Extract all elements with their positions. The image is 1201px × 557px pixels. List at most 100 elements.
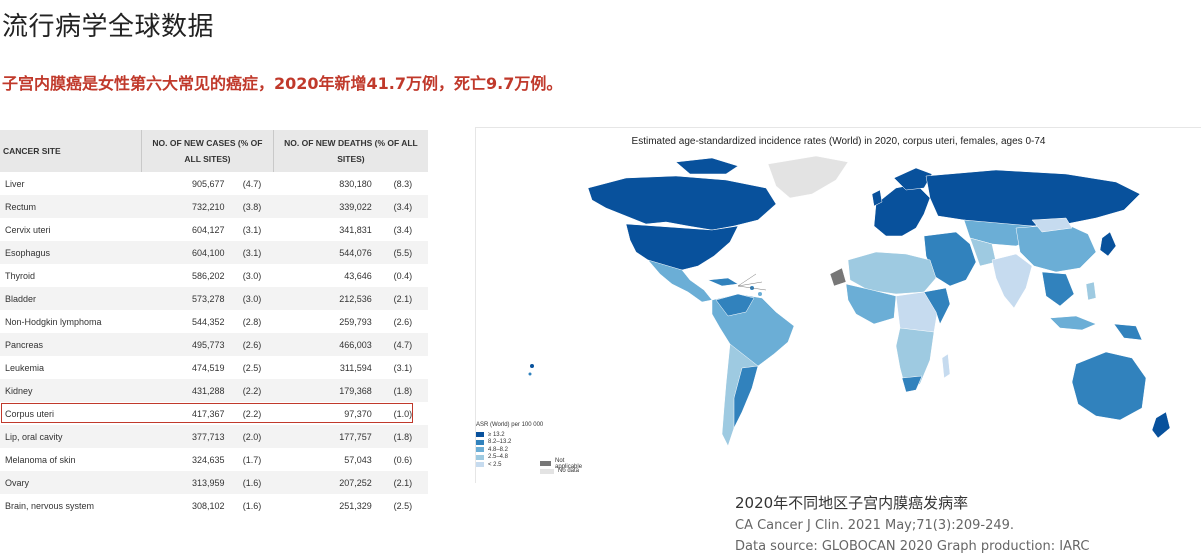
header-new-cases: NO. OF NEW CASES (% OF ALL SITES) xyxy=(141,130,274,172)
region-uk xyxy=(871,189,883,207)
region-argentina xyxy=(733,365,759,429)
cell-cancer-site: Melanoma of skin xyxy=(5,454,76,465)
cell-new-deaths: 830,180 xyxy=(339,178,372,189)
cell-new-deaths-pct: (8.3) xyxy=(393,178,413,189)
legend-label: ≥ 13.2 xyxy=(488,431,505,438)
region-new-zealand xyxy=(1151,411,1171,439)
region-usa xyxy=(625,223,739,271)
cell-new-cases-pct: (1.7) xyxy=(242,454,262,465)
legend-label: 4.8–8.2 xyxy=(488,446,509,453)
cell-new-cases: 417,367 xyxy=(192,408,225,419)
cell-new-cases-pct: (1.6) xyxy=(230,471,274,494)
cell-new-cases: 604,127 xyxy=(192,224,225,235)
cell-new-deaths-pct: (4.7) xyxy=(377,333,428,356)
caption-source: Data source: GLOBOCAN 2020 Graph product… xyxy=(735,539,1090,554)
caption-title: 2020年不同地区子宫内膜癌发病率 xyxy=(735,494,969,512)
region-europe xyxy=(873,183,931,237)
table-row: Liver 905,677 (4.7) 830,180 (8.3) xyxy=(0,172,428,195)
legend-item: 2.5–4.8 xyxy=(476,454,543,462)
cell-new-deaths: 179,368 xyxy=(273,379,378,402)
cell-new-cases-pct: (4.7) xyxy=(242,178,262,189)
cell-new-cases: 905,677 xyxy=(192,178,225,189)
cell-new-cases-pct: (3.1) xyxy=(242,224,262,235)
cell-new-cases: 474,519 xyxy=(192,362,225,373)
cell-new-deaths-pct: (5.5) xyxy=(377,241,428,264)
page-title: 流行病学全球数据 xyxy=(2,12,215,42)
cell-new-cases: 313,959 xyxy=(141,471,231,494)
cell-new-cases: 604,100 xyxy=(141,241,231,264)
world-map xyxy=(528,155,1171,447)
region-mexico xyxy=(647,259,713,303)
cell-new-deaths-pct: (1.8) xyxy=(377,379,428,402)
cell-new-deaths-pct: (3.1) xyxy=(393,362,413,373)
cell-new-deaths-pct: (2.5) xyxy=(393,500,413,511)
cell-new-deaths-pct: (1.0) xyxy=(393,408,413,419)
cell-cancer-site: Ovary xyxy=(0,471,142,494)
header-new-deaths: NO. OF NEW DEATHS (% OF ALL SITES) xyxy=(272,130,428,172)
cell-new-deaths: 341,831 xyxy=(339,224,372,235)
cell-cancer-site: Esophagus xyxy=(0,241,142,264)
region-indonesia xyxy=(1049,315,1097,331)
cell-cancer-site: Thyroid xyxy=(5,270,36,281)
cell-new-cases: 377,713 xyxy=(141,425,231,448)
cell-new-cases-pct: (2.2) xyxy=(230,379,274,402)
table-row: Esophagus 604,100 (3.1) 544,076 (5.5) xyxy=(0,241,428,264)
region-madagascar xyxy=(941,353,951,379)
region-mongolia xyxy=(1031,217,1073,233)
table-row: Kidney 431,288 (2.2) 179,368 (1.8) xyxy=(0,379,428,402)
cell-new-deaths: 43,646 xyxy=(344,270,372,281)
region-east-africa xyxy=(923,287,951,325)
cell-new-deaths: 251,329 xyxy=(339,500,372,511)
legend-swatch xyxy=(476,432,484,438)
legend-label: No data xyxy=(558,468,580,475)
cell-new-deaths: 466,003 xyxy=(273,333,378,356)
region-greenland xyxy=(767,155,849,199)
table-row: Ovary 313,959 (1.6) 207,252 (2.1) xyxy=(0,471,428,494)
cell-new-cases: 732,210 xyxy=(141,195,231,218)
cell-new-cases-pct: (3.0) xyxy=(230,287,274,310)
cell-cancer-site: Corpus uteri xyxy=(5,408,55,419)
region-caribbean xyxy=(707,277,739,287)
cell-new-deaths: 97,370 xyxy=(344,408,372,419)
cell-new-deaths-pct: (0.4) xyxy=(393,270,413,281)
table-row: Bladder 573,278 (3.0) 212,536 (2.1) xyxy=(0,287,428,310)
cell-new-deaths: 311,594 xyxy=(339,362,372,373)
region-philippines xyxy=(1085,281,1097,301)
table-row: Lip, oral cavity 377,713 (2.0) 177,757 (1.8) xyxy=(0,425,428,448)
legend-label: < 2.5 xyxy=(488,461,502,468)
region-southeast-asia xyxy=(1041,271,1075,307)
legend-swatch xyxy=(540,461,552,467)
cell-new-deaths: 207,252 xyxy=(273,471,378,494)
cell-new-deaths-pct: (2.1) xyxy=(377,287,428,310)
page-subtitle: 子宫内膜癌是女性第六大常见的癌症，2020年新增41.7万例，死亡9.7万例。 xyxy=(2,74,563,93)
table-header-row: CANCER SITE NO. OF NEW CASES (% OF ALL S… xyxy=(0,130,428,172)
cell-new-cases-pct: (2.0) xyxy=(230,425,274,448)
region-korea-japan xyxy=(1099,231,1117,257)
region-venezuela-colombia xyxy=(715,293,755,317)
cell-new-cases-pct: (1.6) xyxy=(242,500,262,511)
table-row: Brain, nervous system 308,102 (1.6) 251,329… xyxy=(0,494,428,517)
region-china xyxy=(1015,223,1097,273)
cell-cancer-site: Cervix uteri xyxy=(5,224,51,235)
region-north-africa xyxy=(847,251,937,295)
legend-label: 2.5–4.8 xyxy=(488,454,509,461)
cell-new-cases: 431,288 xyxy=(141,379,231,402)
region-west-africa xyxy=(845,283,897,325)
cell-new-cases: 586,202 xyxy=(192,270,225,281)
region-canada-alaska xyxy=(587,175,777,231)
region-png xyxy=(1113,323,1143,341)
table-row: Non-Hodgkin lymphoma 544,352 (2.8) 259,793 (… xyxy=(0,310,428,333)
legend-swatch xyxy=(476,462,484,468)
table-row: Pancreas 495,773 (2.6) 466,003 (4.7) xyxy=(0,333,428,356)
cell-new-cases-pct: (2.6) xyxy=(230,333,274,356)
cell-new-cases-pct: (2.5) xyxy=(242,362,262,373)
cell-cancer-site: Brain, nervous system xyxy=(5,500,95,511)
cell-new-deaths: 57,043 xyxy=(344,454,372,465)
header-cancer-site: CANCER SITE xyxy=(0,130,142,172)
cell-new-deaths: 177,757 xyxy=(273,425,378,448)
cell-cancer-site: Pancreas xyxy=(0,333,142,356)
cell-new-deaths: 339,022 xyxy=(273,195,378,218)
caption-citation: CA Cancer J Clin. 2021 May;71(3):209-249… xyxy=(735,518,1015,533)
legend-label: Not applicable xyxy=(555,457,583,470)
region-india xyxy=(991,253,1033,309)
